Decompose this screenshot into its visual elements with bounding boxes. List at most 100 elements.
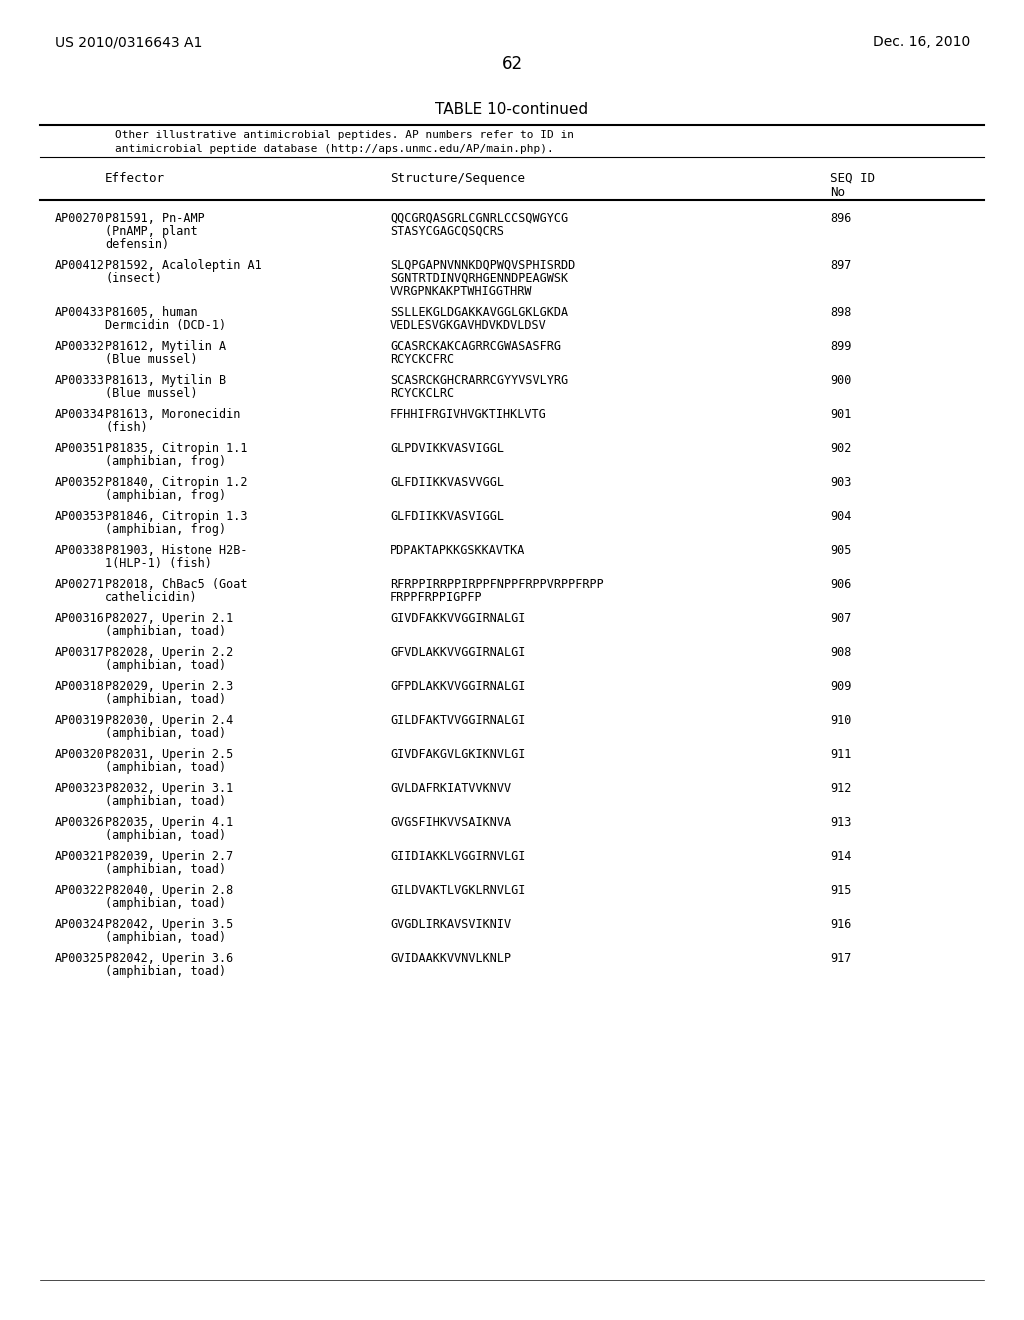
Text: AP00271: AP00271 bbox=[55, 578, 104, 591]
Text: P81613, Moronecidin: P81613, Moronecidin bbox=[105, 408, 241, 421]
Text: GIVDFAKKVVGGIRNALGI: GIVDFAKKVVGGIRNALGI bbox=[390, 612, 525, 624]
Text: (amphibian, toad): (amphibian, toad) bbox=[105, 931, 226, 944]
Text: GVGSFIHKVVSAIKNVA: GVGSFIHKVVSAIKNVA bbox=[390, 816, 511, 829]
Text: AP00325: AP00325 bbox=[55, 952, 104, 965]
Text: GIVDFAKGVLGKIKNVLGI: GIVDFAKGVLGKIKNVLGI bbox=[390, 748, 525, 762]
Text: P82031, Uperin 2.5: P82031, Uperin 2.5 bbox=[105, 748, 233, 762]
Text: AP00333: AP00333 bbox=[55, 374, 104, 387]
Text: P81903, Histone H2B-: P81903, Histone H2B- bbox=[105, 544, 248, 557]
Text: (PnAMP, plant: (PnAMP, plant bbox=[105, 224, 198, 238]
Text: P81840, Citropin 1.2: P81840, Citropin 1.2 bbox=[105, 477, 248, 488]
Text: SLQPGAPNVNNKDQPWQVSPHISRDD: SLQPGAPNVNNKDQPWQVSPHISRDD bbox=[390, 259, 575, 272]
Text: AP00323: AP00323 bbox=[55, 781, 104, 795]
Text: (amphibian, toad): (amphibian, toad) bbox=[105, 829, 226, 842]
Text: GVLDAFRKIATVVKNVV: GVLDAFRKIATVVKNVV bbox=[390, 781, 511, 795]
Text: RCYCKCFRC: RCYCKCFRC bbox=[390, 352, 454, 366]
Text: 898: 898 bbox=[830, 306, 851, 319]
Text: AP00322: AP00322 bbox=[55, 884, 104, 898]
Text: RFRPPIRRPPIRPPFNPPFRPPVRPPFRPP: RFRPPIRRPPIRPPFNPPFRPPVRPPFRPP bbox=[390, 578, 604, 591]
Text: P82030, Uperin 2.4: P82030, Uperin 2.4 bbox=[105, 714, 233, 727]
Text: QQCGRQASGRLCGNRLCCSQWGYCG: QQCGRQASGRLCGNRLCCSQWGYCG bbox=[390, 213, 568, 224]
Text: GILDFAKTVVGGIRNALGI: GILDFAKTVVGGIRNALGI bbox=[390, 714, 525, 727]
Text: antimicrobial peptide database (http://aps.unmc.edu/AP/main.php).: antimicrobial peptide database (http://a… bbox=[115, 144, 554, 154]
Text: (amphibian, toad): (amphibian, toad) bbox=[105, 659, 226, 672]
Text: 915: 915 bbox=[830, 884, 851, 898]
Text: 905: 905 bbox=[830, 544, 851, 557]
Text: FRPPFRPPIGPFP: FRPPFRPPIGPFP bbox=[390, 591, 482, 605]
Text: VVRGPNKAKPTWHIGGTHRW: VVRGPNKAKPTWHIGGTHRW bbox=[390, 285, 532, 298]
Text: (amphibian, frog): (amphibian, frog) bbox=[105, 523, 226, 536]
Text: 899: 899 bbox=[830, 341, 851, 352]
Text: Effector: Effector bbox=[105, 172, 165, 185]
Text: 909: 909 bbox=[830, 680, 851, 693]
Text: GFVDLAKKVVGGIRNALGI: GFVDLAKKVVGGIRNALGI bbox=[390, 645, 525, 659]
Text: Dec. 16, 2010: Dec. 16, 2010 bbox=[872, 36, 970, 49]
Text: GIIDIAKKLVGGIRNVLGI: GIIDIAKKLVGGIRNVLGI bbox=[390, 850, 525, 863]
Text: P81591, Pn-AMP: P81591, Pn-AMP bbox=[105, 213, 205, 224]
Text: GFPDLAKKVVGGIRNALGI: GFPDLAKKVVGGIRNALGI bbox=[390, 680, 525, 693]
Text: (Blue mussel): (Blue mussel) bbox=[105, 352, 198, 366]
Text: No: No bbox=[830, 186, 845, 199]
Text: AP00319: AP00319 bbox=[55, 714, 104, 727]
Text: 917: 917 bbox=[830, 952, 851, 965]
Text: 896: 896 bbox=[830, 213, 851, 224]
Text: (amphibian, toad): (amphibian, toad) bbox=[105, 693, 226, 706]
Text: P82042, Uperin 3.5: P82042, Uperin 3.5 bbox=[105, 917, 233, 931]
Text: 903: 903 bbox=[830, 477, 851, 488]
Text: (amphibian, toad): (amphibian, toad) bbox=[105, 727, 226, 741]
Text: (amphibian, frog): (amphibian, frog) bbox=[105, 488, 226, 502]
Text: (amphibian, toad): (amphibian, toad) bbox=[105, 863, 226, 876]
Text: 913: 913 bbox=[830, 816, 851, 829]
Text: P81605, human: P81605, human bbox=[105, 306, 198, 319]
Text: VEDLESVGKGAVHDVKDVLDSV: VEDLESVGKGAVHDVKDVLDSV bbox=[390, 319, 547, 333]
Text: AP00352: AP00352 bbox=[55, 477, 104, 488]
Text: 910: 910 bbox=[830, 714, 851, 727]
Text: 901: 901 bbox=[830, 408, 851, 421]
Text: 911: 911 bbox=[830, 748, 851, 762]
Text: defensin): defensin) bbox=[105, 238, 169, 251]
Text: (amphibian, toad): (amphibian, toad) bbox=[105, 795, 226, 808]
Text: P82032, Uperin 3.1: P82032, Uperin 3.1 bbox=[105, 781, 233, 795]
Text: 904: 904 bbox=[830, 510, 851, 523]
Text: AP00326: AP00326 bbox=[55, 816, 104, 829]
Text: (fish): (fish) bbox=[105, 421, 147, 434]
Text: GCASRCKAKCAGRRCGWASASFRG: GCASRCKAKCAGRRCGWASASFRG bbox=[390, 341, 561, 352]
Text: 1(HLP-1) (fish): 1(HLP-1) (fish) bbox=[105, 557, 212, 570]
Text: AP00353: AP00353 bbox=[55, 510, 104, 523]
Text: AP00318: AP00318 bbox=[55, 680, 104, 693]
Text: AP00320: AP00320 bbox=[55, 748, 104, 762]
Text: P82042, Uperin 3.6: P82042, Uperin 3.6 bbox=[105, 952, 233, 965]
Text: 914: 914 bbox=[830, 850, 851, 863]
Text: 912: 912 bbox=[830, 781, 851, 795]
Text: 62: 62 bbox=[502, 55, 522, 73]
Text: (amphibian, frog): (amphibian, frog) bbox=[105, 455, 226, 469]
Text: P81592, Acaloleptin A1: P81592, Acaloleptin A1 bbox=[105, 259, 262, 272]
Text: GLPDVIKKVASVIGGL: GLPDVIKKVASVIGGL bbox=[390, 442, 504, 455]
Text: Structure/Sequence: Structure/Sequence bbox=[390, 172, 525, 185]
Text: RCYCKCLRC: RCYCKCLRC bbox=[390, 387, 454, 400]
Text: P82039, Uperin 2.7: P82039, Uperin 2.7 bbox=[105, 850, 233, 863]
Text: AP00324: AP00324 bbox=[55, 917, 104, 931]
Text: SEQ ID: SEQ ID bbox=[830, 172, 874, 185]
Text: SCASRCKGHCRARRCGYYVSVLYRG: SCASRCKGHCRARRCGYYVSVLYRG bbox=[390, 374, 568, 387]
Text: (amphibian, toad): (amphibian, toad) bbox=[105, 624, 226, 638]
Text: AP00433: AP00433 bbox=[55, 306, 104, 319]
Text: TABLE 10-continued: TABLE 10-continued bbox=[435, 102, 589, 117]
Text: SGNTRTDINVQRHGENNDPEAGWSK: SGNTRTDINVQRHGENNDPEAGWSK bbox=[390, 272, 568, 285]
Text: 908: 908 bbox=[830, 645, 851, 659]
Text: P81846, Citropin 1.3: P81846, Citropin 1.3 bbox=[105, 510, 248, 523]
Text: P81612, Mytilin A: P81612, Mytilin A bbox=[105, 341, 226, 352]
Text: AP00412: AP00412 bbox=[55, 259, 104, 272]
Text: PDPAKTAPKKGSKKAVTKA: PDPAKTAPKKGSKKAVTKA bbox=[390, 544, 525, 557]
Text: GLFDIIKKVASVVGGL: GLFDIIKKVASVVGGL bbox=[390, 477, 504, 488]
Text: 907: 907 bbox=[830, 612, 851, 624]
Text: cathelicidin): cathelicidin) bbox=[105, 591, 198, 605]
Text: (amphibian, toad): (amphibian, toad) bbox=[105, 898, 226, 909]
Text: P82035, Uperin 4.1: P82035, Uperin 4.1 bbox=[105, 816, 233, 829]
Text: P82029, Uperin 2.3: P82029, Uperin 2.3 bbox=[105, 680, 233, 693]
Text: 916: 916 bbox=[830, 917, 851, 931]
Text: (insect): (insect) bbox=[105, 272, 162, 285]
Text: US 2010/0316643 A1: US 2010/0316643 A1 bbox=[55, 36, 203, 49]
Text: GVIDAAKKVVNVLKNLP: GVIDAAKKVVNVLKNLP bbox=[390, 952, 511, 965]
Text: STASYCGAGCQSQCRS: STASYCGAGCQSQCRS bbox=[390, 224, 504, 238]
